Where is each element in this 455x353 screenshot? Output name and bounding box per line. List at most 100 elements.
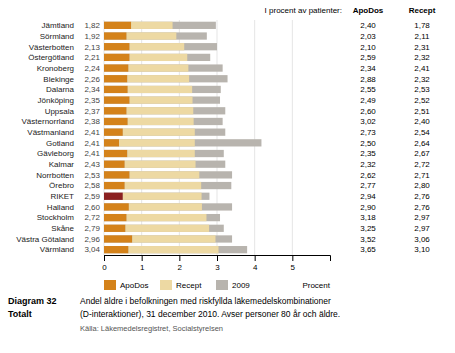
table-cell: 2,03 (360, 32, 376, 41)
bar (127, 32, 177, 39)
bar (119, 139, 195, 146)
bar (104, 22, 216, 29)
total-label: 2,53 (84, 171, 100, 180)
source: Källa: Läkemedelsregistret, Socialstyrel… (80, 324, 223, 333)
tick-label: 1 (140, 263, 145, 272)
table-cell: 2,32 (360, 160, 376, 169)
bar (104, 107, 225, 114)
category-label: Sörmland (40, 32, 74, 41)
bar (132, 235, 215, 242)
tick-mark (217, 255, 218, 261)
axis-line (105, 256, 331, 262)
bar (104, 75, 228, 82)
legend-label: 2009 (232, 281, 250, 290)
chart: 012345Jämtland1,82Sörmland1,92Västerbott… (0, 0, 455, 353)
table-cell: 2,76 (414, 203, 430, 212)
total-label: 2,13 (84, 43, 100, 52)
category-label: Kronoberg (37, 64, 74, 73)
table-cell: 1,78 (414, 21, 430, 30)
table-cell: 2,94 (360, 192, 376, 201)
bars (104, 22, 261, 254)
tick-mark (142, 255, 143, 261)
bar (104, 75, 127, 82)
table-cell: 3,02 (360, 117, 376, 126)
category-label: Gotland (46, 139, 74, 148)
category-label: Gävleborg (37, 149, 74, 158)
bar (104, 54, 130, 61)
category-label: Västerbotten (29, 43, 74, 52)
legend-label: Recept (176, 281, 202, 290)
category-label: Värmland (40, 245, 74, 254)
grid-line (292, 20, 293, 255)
bar (104, 235, 232, 242)
tick: 3 (215, 255, 220, 272)
total-label: 2,24 (84, 64, 100, 73)
title: Diagram 32 (8, 296, 57, 306)
tick: 0 (102, 255, 107, 272)
category-label: Dalarna (46, 85, 75, 94)
category-label: RIKET (50, 192, 74, 201)
category-label: Östergötland (28, 53, 74, 62)
bar (130, 54, 188, 61)
tick-mark (292, 255, 293, 261)
bar (104, 214, 127, 221)
bar (104, 139, 119, 146)
bar (104, 118, 128, 125)
table-cell: 2,41 (414, 64, 430, 73)
tick-label: 2 (178, 263, 183, 272)
table-cell: 2,73 (360, 128, 376, 137)
category-label: Uppsala (45, 107, 75, 116)
bar (104, 150, 224, 157)
table-cell: 2,97 (414, 213, 430, 222)
total-label: 1,92 (84, 32, 100, 41)
subtitle: Totalt (8, 309, 32, 319)
total-label: 2,58 (84, 181, 100, 190)
legend: ApoDosRecept2009 (104, 280, 250, 290)
total-label: 2,41 (84, 139, 100, 148)
bar (125, 161, 196, 168)
table-cell: 2,90 (360, 203, 376, 212)
total-label: 2,26 (84, 75, 100, 84)
tick-label: 0 (102, 263, 107, 272)
category-label: Örebro (49, 181, 74, 190)
category-label: Västernorrland (22, 117, 74, 126)
bar (128, 246, 218, 253)
table-cell: 2,34 (360, 64, 376, 73)
bar (104, 171, 130, 178)
bar (104, 22, 131, 29)
bar (104, 86, 221, 93)
bar (104, 32, 207, 39)
category-label: Västmanland (27, 128, 74, 137)
bar (104, 225, 224, 232)
bar (104, 225, 125, 232)
table-cell: 2,50 (360, 139, 376, 148)
bar (104, 235, 132, 242)
bar (125, 225, 209, 232)
table: I procent av patienter:ApoDos2,402,032,1… (265, 6, 436, 254)
category-label: Skåne (51, 224, 74, 233)
tick-mark (179, 255, 180, 261)
bar (129, 203, 202, 210)
table-cell: 2,11 (415, 32, 431, 41)
tick: 2 (178, 255, 183, 272)
table-cell: 2,72 (414, 160, 430, 169)
table-cell: 3,18 (360, 213, 376, 222)
tick: 5 (291, 255, 296, 272)
total-label: 2,38 (84, 117, 100, 126)
bar (104, 107, 127, 114)
bar (104, 118, 223, 125)
legend-swatch (160, 280, 172, 290)
bar (127, 107, 194, 114)
bar (130, 96, 193, 103)
bar (104, 96, 130, 103)
total-label: 2,72 (84, 213, 100, 222)
bar (128, 86, 192, 93)
table-cell: 2,51 (414, 107, 430, 116)
caption-line: (D-interaktioner), 31 december 2010. Avs… (80, 309, 340, 319)
bar (104, 86, 128, 93)
table-cell: 2,71 (414, 171, 430, 180)
bar (104, 96, 220, 103)
x-axis-label: Procent (302, 281, 330, 290)
total-label: 2,79 (84, 224, 100, 233)
table-cell: 2,59 (360, 53, 376, 62)
